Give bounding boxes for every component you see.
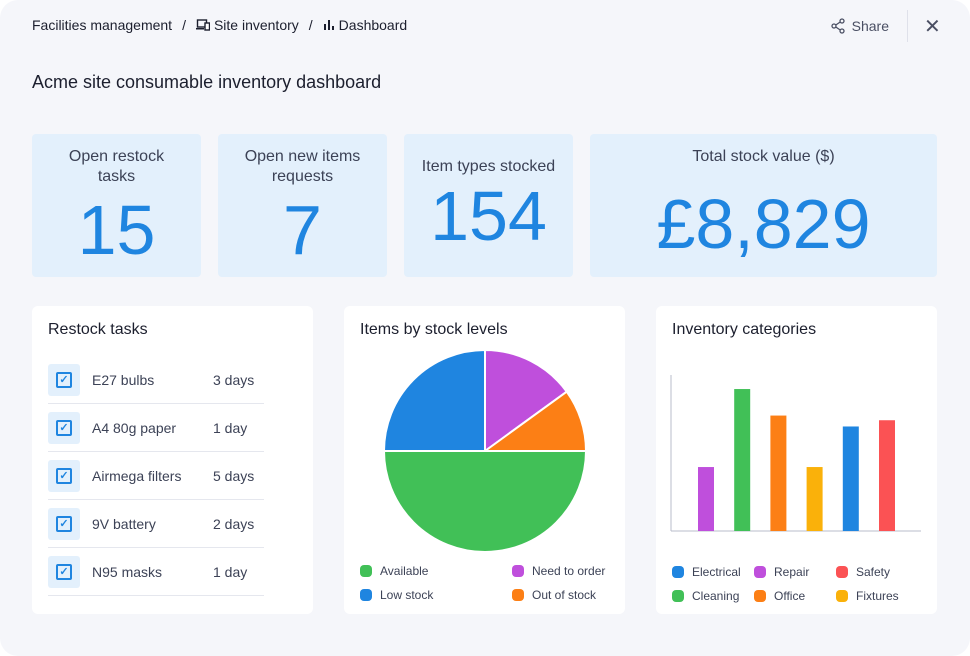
legend-label: Repair — [774, 565, 810, 579]
legend-swatch — [836, 590, 848, 602]
devices-icon — [195, 19, 210, 31]
check-icon: ✓ — [56, 419, 72, 436]
stat-total-value: Total stock value ($) £8,829 — [590, 134, 937, 277]
check-icon: ✓ — [56, 515, 72, 532]
inventory-categories-card: Inventory categories Electrical Repair Saf… — [656, 306, 937, 614]
legend-label: Electrical — [692, 565, 741, 579]
share-button[interactable]: Share — [830, 10, 908, 42]
bar-chart-icon — [323, 20, 334, 30]
legend-item: Low stock — [360, 588, 433, 602]
legend-label: Safety — [856, 565, 891, 579]
bar-fixtures — [806, 467, 823, 531]
stat-value: 7 — [283, 191, 322, 269]
check-icon: ✓ — [56, 467, 72, 484]
task-name: E27 bulbs — [92, 371, 155, 388]
legend-item: Electrical — [672, 565, 741, 579]
legend-item: Repair — [754, 565, 809, 579]
task-due: 1 day — [213, 563, 248, 580]
restock-tasks-card: Restock tasks ✓ E27 bulbs 3 days ✓ A4 80g pa… — [32, 306, 313, 614]
task-row: ✓ E27 bulbs 3 days — [48, 356, 264, 404]
task-due: 5 days — [213, 467, 255, 484]
stat-label: Open restock tasks — [68, 148, 165, 185]
breadcrumb-site-inventory[interactable]: Site inventory — [213, 17, 299, 33]
legend-item: Office — [754, 589, 805, 603]
legend-swatch — [360, 565, 372, 577]
task-due: 3 days — [213, 371, 255, 388]
bar-chart — [670, 375, 921, 532]
legend-swatch — [672, 590, 684, 602]
legend-label: Available — [380, 564, 429, 578]
legend-swatch — [754, 566, 766, 578]
legend-label: Need to order — [532, 564, 606, 578]
share-icon — [830, 18, 845, 34]
stat-new-requests: Open new items requests 7 — [218, 134, 387, 277]
legend-item: Out of stock — [512, 588, 596, 602]
stat-label: Total stock value ($) — [692, 148, 835, 165]
card-title: Inventory categories — [672, 321, 817, 338]
legend-swatch — [512, 565, 524, 577]
task-checkbox[interactable]: ✓ — [48, 459, 80, 492]
pie-slice-available — [382, 450, 588, 553]
card-title: Items by stock levels — [360, 321, 508, 338]
task-checkbox[interactable]: ✓ — [48, 555, 80, 588]
legend-label: Low stock — [380, 588, 434, 602]
task-row: ✓ A4 80g paper 1 day — [48, 404, 264, 452]
legend-item: Safety — [836, 565, 890, 579]
stock-levels-card: Items by stock levels Available Need to o… — [344, 306, 625, 614]
task-name: N95 masks — [92, 563, 163, 580]
breadcrumb: Facilities management / Site inventory /… — [32, 17, 407, 33]
breadcrumb-separator: / — [182, 17, 186, 33]
stat-value: 154 — [430, 177, 547, 255]
legend-label: Cleaning — [692, 589, 740, 603]
stat-label: Item types stocked — [421, 158, 556, 175]
stat-label: Open new items requests — [244, 148, 361, 185]
bar-safety — [879, 420, 895, 531]
legend-label: Fixtures — [856, 589, 899, 603]
breadcrumb-dashboard: Dashboard — [338, 17, 408, 33]
pie-chart — [382, 348, 588, 553]
task-row: ✓ Airmega filters 5 days — [48, 452, 264, 500]
breadcrumb-separator: / — [308, 17, 313, 33]
page-title: Acme site consumable inventory dashboard — [32, 72, 382, 92]
check-icon: ✓ — [56, 563, 72, 580]
task-name: 9V battery — [92, 515, 156, 532]
legend-label: Office — [774, 589, 806, 603]
legend-swatch — [672, 566, 684, 578]
check-icon: ✓ — [56, 371, 72, 388]
task-checkbox[interactable]: ✓ — [48, 507, 80, 540]
stat-value: 15 — [77, 191, 156, 269]
stat-item-types: Item types stocked 154 — [404, 134, 573, 277]
bar-electrical — [842, 426, 859, 531]
legend-swatch — [360, 589, 372, 601]
task-name: Airmega filters — [92, 467, 182, 484]
task-checkbox[interactable]: ✓ — [48, 363, 80, 396]
task-row: ✓ N95 masks 1 day — [48, 548, 264, 596]
task-checkbox[interactable]: ✓ — [48, 411, 80, 444]
stat-value: £8,829 — [656, 185, 871, 263]
legend-item: Available — [360, 564, 428, 578]
bar-cleaning — [734, 389, 751, 531]
task-due: 2 days — [213, 515, 255, 532]
stat-open-restock: Open restock tasks 15 — [32, 134, 201, 277]
close-icon[interactable]: ✕ — [924, 15, 941, 38]
card-title: Restock tasks — [48, 321, 148, 338]
pie-slice-need-to-order — [484, 348, 569, 453]
legend-swatch — [512, 589, 524, 601]
pie-slice-low-stock — [382, 348, 486, 452]
legend-item: Cleaning — [672, 589, 739, 603]
task-row: ✓ 9V battery 2 days — [48, 500, 264, 548]
legend-swatch — [836, 566, 848, 578]
legend-swatch — [754, 590, 766, 602]
legend-item: Need to order — [512, 564, 605, 578]
legend-item: Fixtures — [836, 589, 899, 603]
task-name: A4 80g paper — [92, 419, 177, 436]
legend-label: Out of stock — [532, 588, 597, 602]
bar-repair — [698, 467, 714, 531]
task-due: 1 day — [213, 419, 248, 436]
share-label: Share — [851, 18, 889, 34]
bar-office — [770, 415, 787, 531]
breadcrumb-facilities[interactable]: Facilities management — [32, 17, 173, 33]
